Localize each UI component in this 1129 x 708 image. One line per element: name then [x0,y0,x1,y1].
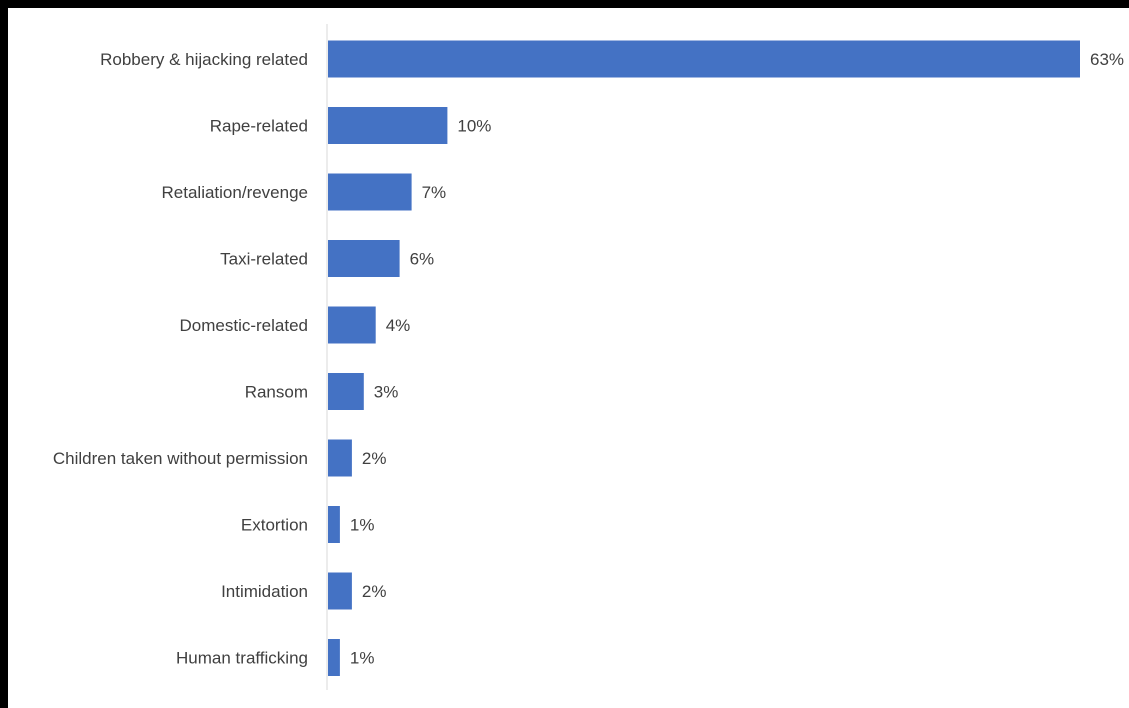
bar [328,40,1080,78]
category-labels: Robbery & hijacking related Rape-related R… [53,50,308,668]
category-label: Extortion [241,516,308,535]
data-label: 1% [350,516,375,535]
data-label: 10% [457,117,491,136]
bar [328,373,364,410]
category-label: Children taken without permission [53,449,308,468]
data-label: 6% [410,250,435,269]
category-label: Intimidation [221,582,308,601]
category-label: Taxi-related [220,250,308,269]
category-label: Human trafficking [176,649,308,668]
data-label: 7% [422,183,447,202]
category-label: Domestic-related [180,316,309,335]
data-labels: 63% 10% 7% 6% 4% 3% 2% 1% 2% 1% [350,50,1124,668]
data-label: 2% [362,582,387,601]
bar [328,306,376,344]
bar [328,572,352,610]
data-label: 4% [386,316,411,335]
data-label: 1% [350,649,375,668]
data-label: 63% [1090,50,1124,69]
bar [328,639,340,676]
category-label: Retaliation/revenge [162,183,308,202]
category-label: Robbery & hijacking related [100,50,308,69]
bar [328,439,352,477]
bar [328,107,448,144]
bar [328,240,400,277]
bars-layer [328,40,1080,676]
bar [328,506,340,543]
bar [328,173,412,211]
category-label: Rape-related [210,117,308,136]
data-label: 3% [374,383,399,402]
category-label: Ransom [245,383,308,402]
data-label: 2% [362,449,387,468]
